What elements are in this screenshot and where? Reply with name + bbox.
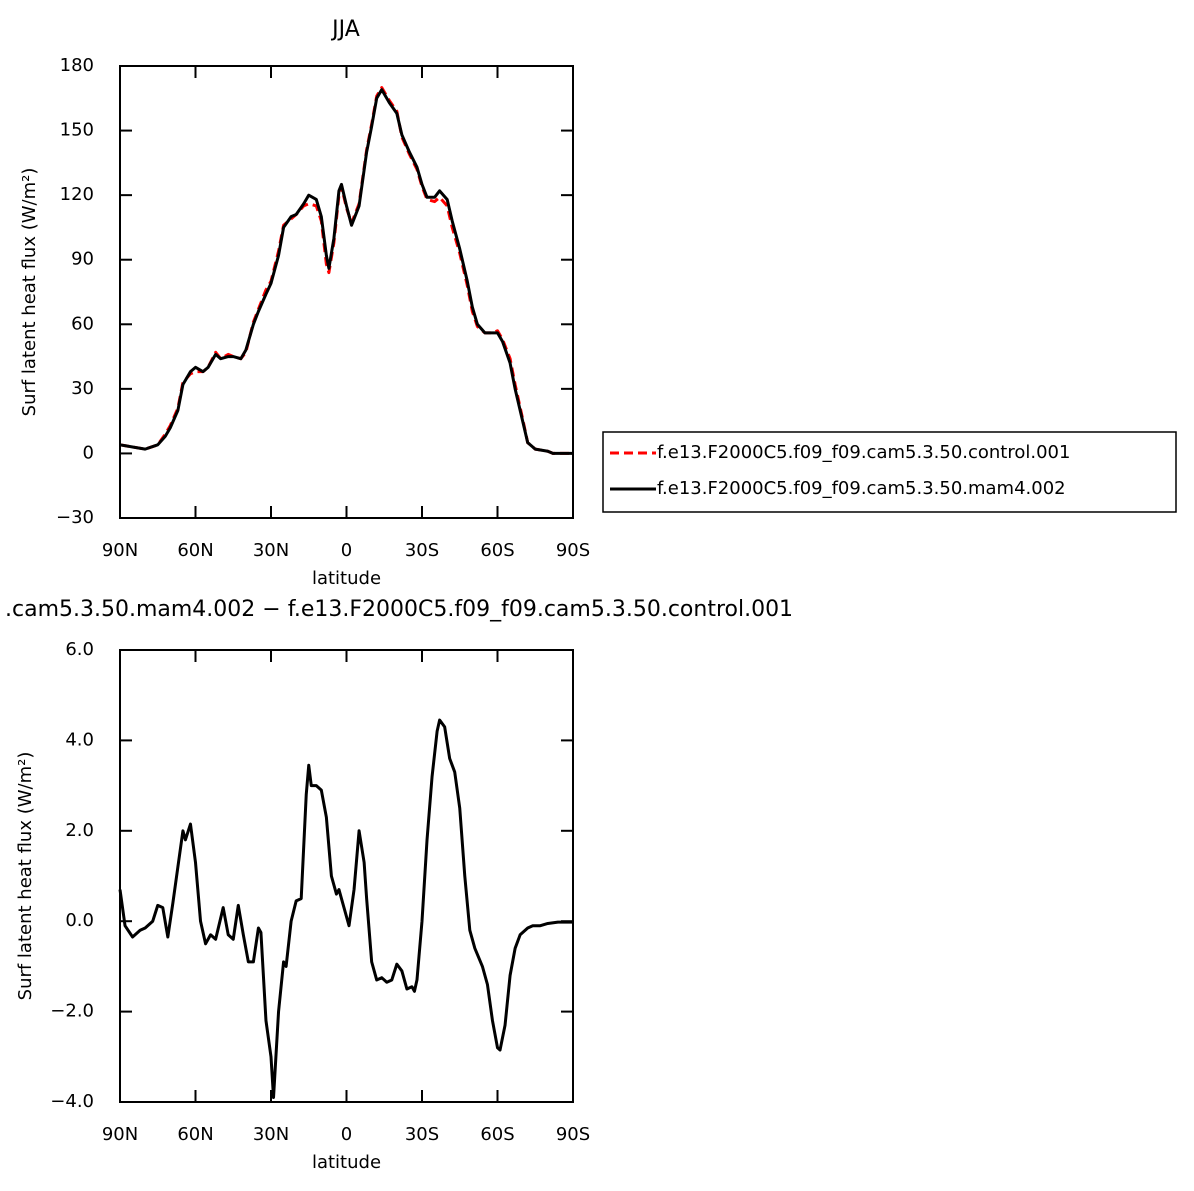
y-tick-label: 60 — [71, 313, 94, 334]
data-line — [119, 86, 573, 455]
plot-frame — [119, 65, 574, 519]
chart-title: JJA — [330, 17, 360, 42]
legend-label: f.e13.F2000C5.f09_f09.cam5.3.50.control.… — [657, 442, 1070, 463]
x-tick-label: 60N — [177, 540, 213, 561]
plot-frame — [119, 649, 574, 1103]
y-tick-label: −4.0 — [50, 1091, 94, 1112]
data-line — [118, 718, 573, 1099]
x-tick-label: 90N — [102, 540, 138, 561]
y-tick-label: 120 — [60, 184, 94, 205]
x-tick-label: 0 — [341, 1124, 352, 1145]
y-tick-label: 150 — [60, 120, 94, 141]
x-tick-label: 30N — [253, 1124, 289, 1145]
x-tick-label: 0 — [341, 540, 352, 561]
chart-title: .cam5.3.50.mam4.002 − f.e13.F2000C5.f09_… — [5, 597, 793, 622]
y-tick-label: 2.0 — [65, 820, 94, 841]
y-tick-label: 90 — [71, 249, 94, 270]
y-tick-label: 4.0 — [65, 729, 94, 750]
x-tick-label: 60N — [177, 1124, 213, 1145]
x-tick-label: 30S — [405, 540, 439, 561]
y-tick-label: 0 — [83, 442, 94, 463]
x-tick-label: 90S — [556, 540, 590, 561]
data-line — [119, 88, 573, 455]
y-tick-label: 180 — [60, 55, 94, 76]
legend-box — [602, 431, 1177, 513]
x-tick-label: 60S — [480, 1124, 514, 1145]
y-tick-label: −30 — [56, 507, 94, 528]
legend-label: f.e13.F2000C5.f09_f09.cam5.3.50.mam4.002 — [657, 478, 1066, 499]
y-tick-label: 6.0 — [65, 639, 94, 660]
y-tick-label: −2.0 — [50, 1001, 94, 1022]
x-tick-label: 60S — [480, 540, 514, 561]
y-tick-label: 30 — [71, 378, 94, 399]
x-tick-label: 30S — [405, 1124, 439, 1145]
x-tick-label: 30N — [253, 540, 289, 561]
y-axis-label: Surf latent heat flux (W/m²) — [19, 168, 40, 417]
x-tick-label: 90S — [556, 1124, 590, 1145]
y-axis-label: Surf latent heat flux (W/m²) — [15, 752, 36, 1001]
x-axis-label: latitude — [312, 568, 381, 589]
y-tick-label: 0.0 — [65, 910, 94, 931]
x-tick-label: 90N — [102, 1124, 138, 1145]
x-axis-label: latitude — [312, 1152, 381, 1173]
